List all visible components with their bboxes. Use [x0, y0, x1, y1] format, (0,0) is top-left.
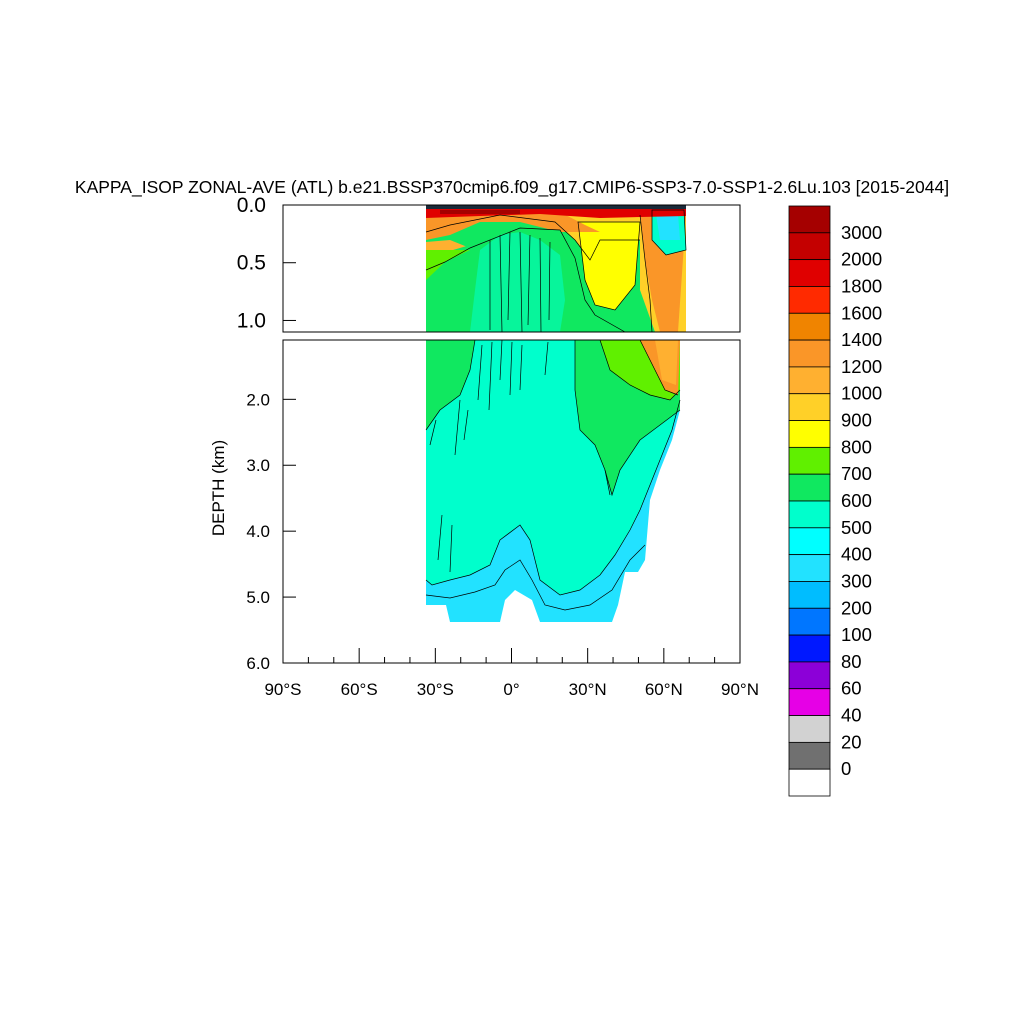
- colorbar-label: 600: [841, 490, 872, 511]
- colorbar-swatch: [788, 634, 831, 663]
- colorbar-swatch: [788, 259, 831, 287]
- x-tick-label: 30°N: [569, 680, 607, 699]
- colorbar-swatch: [788, 446, 831, 475]
- x-tick-label: 60°S: [341, 680, 378, 699]
- y-tick-label: 5.0: [246, 588, 270, 607]
- colorbar-label: 800: [841, 436, 872, 457]
- y-tick-label: 6.0: [246, 654, 270, 673]
- colorbar-swatch: [788, 741, 831, 770]
- x-tick-label: 90°N: [721, 680, 759, 699]
- chart-title: KAPPA_ISOP ZONAL-AVE (ATL) b.e21.BSSP370…: [75, 177, 949, 198]
- y-tick-label: 2.0: [246, 390, 270, 409]
- colorbar-swatch: [788, 527, 831, 556]
- colorbar-swatch: [788, 393, 831, 421]
- colorbar-swatch: [788, 286, 831, 314]
- colorbar-label: 80: [841, 651, 862, 672]
- colorbar-label: 20: [841, 731, 862, 752]
- colorbar-label: 60: [841, 678, 862, 699]
- colorbar-label: 40: [841, 705, 862, 726]
- colorbar-swatch: [788, 768, 831, 797]
- colorbar-swatch: [788, 581, 831, 609]
- x-tick-label: 60°N: [645, 680, 683, 699]
- y-axis-lower: 2.0 3.0 4.0 5.0 6.0: [246, 390, 296, 673]
- colorbar-swatch: [788, 661, 831, 690]
- x-tick-label: 0°: [503, 680, 519, 699]
- colorbar-label: 2000: [841, 249, 882, 270]
- y-axis-label: DEPTH (km): [209, 440, 228, 536]
- colorbar: 3000200018001600140012001000900800700600…: [788, 205, 882, 797]
- colorbar-label: 1400: [841, 329, 882, 350]
- x-axis: 90°S 60°S 30°S 0° 30°N 60°N 90°N: [264, 648, 759, 699]
- x-tick-label: 30°S: [417, 680, 454, 699]
- colorbar-swatch: [788, 232, 831, 261]
- colorbar-label: 700: [841, 463, 872, 484]
- colorbar-label: 400: [841, 544, 872, 565]
- colorbar-swatch: [788, 339, 831, 368]
- colorbar-swatch: [788, 312, 831, 341]
- colorbar-label: 3000: [841, 222, 882, 243]
- colorbar-swatch: [788, 500, 831, 529]
- y-tick-label: 0.0: [237, 194, 266, 217]
- colorbar-swatch: [788, 366, 831, 395]
- lower-panel-field: [425, 340, 681, 622]
- upper-panel-frame: [282, 204, 741, 333]
- colorbar-label: 1600: [841, 302, 882, 323]
- colorbar-swatch: [788, 715, 831, 743]
- y-axis-upper: 0.0 0.5 1.0: [237, 194, 296, 332]
- y-tick-label: 3.0: [246, 456, 270, 475]
- colorbar-swatch: [788, 420, 831, 448]
- y-tick-label: 4.0: [246, 522, 270, 541]
- colorbar-label: 100: [841, 624, 872, 645]
- colorbar-label: 1000: [841, 383, 882, 404]
- colorbar-swatch: [788, 688, 831, 716]
- colorbar-label: 900: [841, 410, 872, 431]
- colorbar-swatch: [788, 205, 831, 234]
- y-tick-label: 1.0: [237, 309, 266, 332]
- colorbar-label: 500: [841, 517, 872, 538]
- colorbar-label: 1800: [841, 275, 882, 296]
- colorbar-swatch: [788, 554, 831, 582]
- colorbar-label: 300: [841, 570, 872, 591]
- colorbar-label: 1200: [841, 356, 882, 377]
- y-tick-label: 0.5: [237, 252, 266, 275]
- x-tick-label: 90°S: [264, 680, 301, 699]
- colorbar-swatch: [788, 607, 831, 636]
- colorbar-label: 200: [841, 597, 872, 618]
- upper-panel-field: [425, 205, 687, 332]
- colorbar-swatch: [788, 473, 831, 502]
- colorbar-label: 0: [841, 758, 851, 779]
